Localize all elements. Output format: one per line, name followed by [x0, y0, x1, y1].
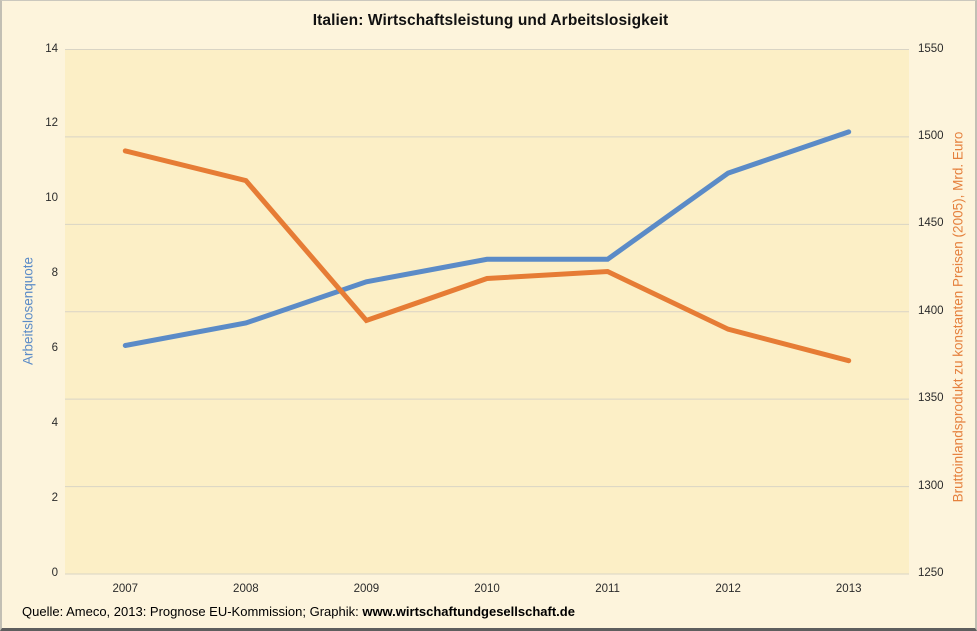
x-axis-tick-label: 2009: [353, 583, 380, 595]
left-axis-tick-label: 14: [45, 42, 58, 55]
right-axis-tick-label: 1300: [918, 479, 944, 492]
gdp-line: [122, 148, 852, 364]
x-axis-tick-label: 2011: [595, 583, 620, 595]
left-axis-tick-label: 10: [45, 192, 58, 205]
x-axis-tick-label: 2010: [474, 583, 500, 595]
left-axis-tick-label: 2: [51, 492, 58, 505]
left-axis-tick-label: 12: [45, 117, 58, 130]
x-axis-tick-label: 2007: [112, 583, 139, 595]
right-axis-tick-label: 1450: [918, 217, 944, 230]
left-axis-tick-label: 0: [51, 567, 58, 579]
source-url: www.wirtschaftundgesellschaft.de: [362, 604, 575, 619]
source-note: Quelle: Ameco, 2013: Prognose EU-Kommiss…: [22, 604, 575, 619]
x-axis-tick-label: 2012: [715, 583, 741, 595]
unemployment-line: [122, 129, 852, 348]
right-axis-tick-label: 1500: [918, 129, 944, 142]
chart-title: Italien: Wirtschaftsleistung und Arbeits…: [312, 12, 669, 29]
right-axis-tick-label: 1550: [918, 42, 944, 55]
right-axis-tick-label: 1400: [918, 304, 944, 317]
x-axis-tick-label: 2013: [835, 583, 862, 595]
right-axis-title: Bruttoinlandsprodukt zu konstanten Preis…: [950, 131, 966, 503]
right-axis-tick-label: 1250: [918, 567, 944, 579]
left-axis-title: Arbeitslosenquote: [20, 256, 36, 366]
source-text: Quelle: Ameco, 2013: Prognose EU-Kommiss…: [22, 604, 363, 619]
left-axis-tick-label: 8: [51, 267, 58, 280]
left-axis-tick-label: 6: [51, 342, 58, 355]
x-axis-tick-label: 2008: [233, 583, 259, 595]
left-axis-tick-label: 4: [51, 417, 58, 430]
right-axis-tick-label: 1350: [918, 392, 944, 405]
